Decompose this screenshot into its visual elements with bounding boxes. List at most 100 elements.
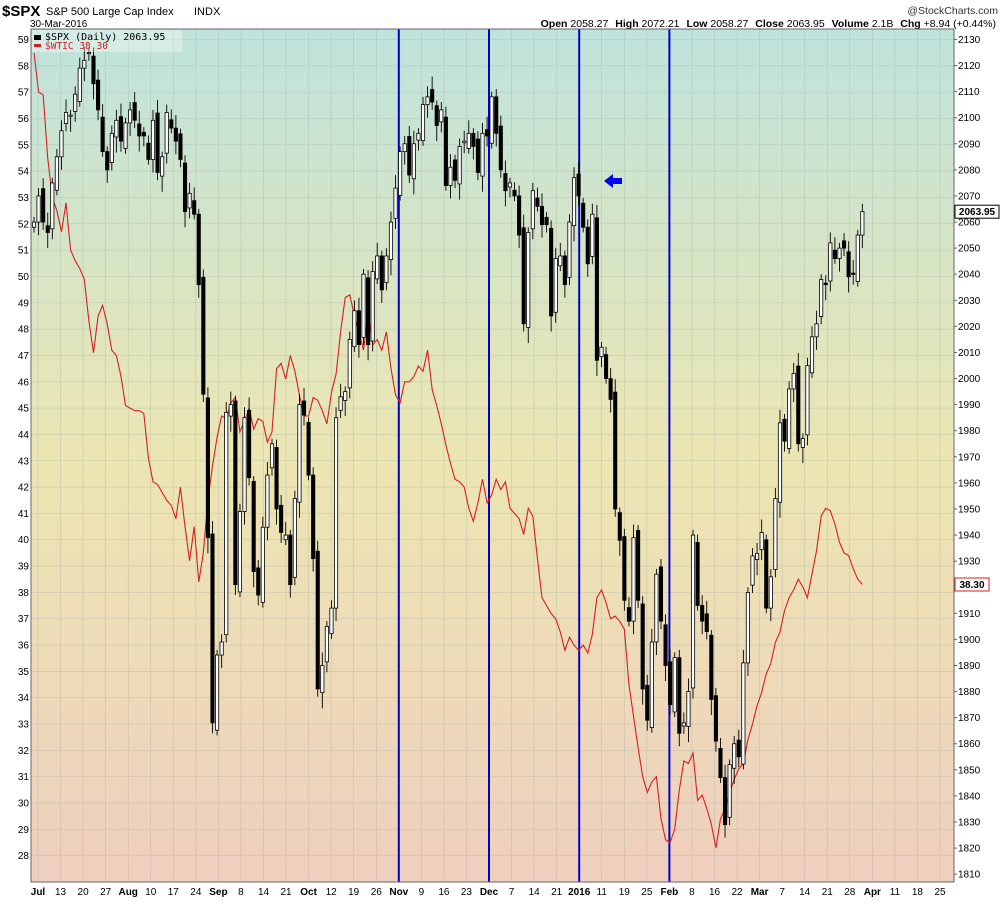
- candle: [768, 568, 773, 622]
- candle: [215, 649, 220, 736]
- candle-body: [700, 605, 705, 622]
- candle: [201, 269, 206, 403]
- right-tick-label: 1840: [958, 791, 981, 802]
- candle: [279, 494, 284, 543]
- volume-value: 2.1B: [872, 18, 894, 30]
- candle: [416, 128, 421, 151]
- candle: [224, 402, 229, 643]
- candle-body: [498, 125, 503, 171]
- candle-body: [68, 114, 73, 117]
- candle-body: [503, 173, 508, 192]
- x-tick-label: 21: [822, 887, 834, 898]
- candle: [846, 241, 851, 293]
- right-tick-label: 1940: [958, 531, 981, 542]
- spx-series: [31, 47, 865, 838]
- candle-body: [123, 122, 128, 149]
- candle-body: [855, 234, 860, 282]
- candle-body: [402, 143, 407, 153]
- candle-body: [512, 189, 517, 197]
- candle-body: [530, 190, 535, 230]
- right-tick-label: 2040: [958, 270, 981, 281]
- candle-body: [398, 151, 403, 196]
- candle-body: [96, 79, 101, 111]
- right-tick-label: 1860: [958, 739, 981, 750]
- candle: [334, 407, 339, 622]
- candle: [68, 109, 73, 132]
- candle-body: [306, 421, 311, 476]
- x-tick-label: Mar: [751, 887, 769, 898]
- candle: [59, 120, 64, 170]
- right-tick-label: 1990: [958, 400, 981, 411]
- candle-body: [828, 242, 833, 282]
- candle-body: [219, 641, 224, 656]
- x-tick-label: 16: [709, 887, 721, 898]
- candle: [636, 525, 641, 609]
- left-tick-label: 51: [18, 246, 30, 257]
- candle-body: [45, 225, 50, 233]
- candle-body: [480, 132, 485, 177]
- x-tick-label: 23: [461, 887, 473, 898]
- left-axis: 28 29 30 31 32 33 34 35 36 37 38 39 40 41 42 43 44 45 46 47…: [18, 35, 30, 862]
- candle: [599, 342, 604, 368]
- candle: [443, 106, 448, 191]
- candle-body: [361, 273, 366, 338]
- candle: [63, 99, 69, 132]
- candle: [581, 198, 586, 233]
- wtic-last-tag: 38.30: [954, 577, 990, 592]
- candle-body: [636, 529, 641, 601]
- candle-body: [320, 665, 325, 694]
- candle-body: [571, 177, 577, 227]
- left-tick-label: 52: [18, 219, 30, 230]
- candle: [796, 352, 801, 452]
- candle: [196, 208, 201, 298]
- candle-body: [118, 116, 124, 142]
- candle: [329, 600, 334, 639]
- candle-body: [594, 217, 599, 361]
- candle-body: [178, 133, 183, 160]
- candle-body: [549, 227, 554, 317]
- candle: [114, 109, 119, 153]
- candle-body: [77, 67, 82, 102]
- candle-body: [187, 192, 192, 209]
- spx-last-value: 2063.95: [959, 207, 996, 218]
- candle-body: [750, 555, 755, 586]
- candle-body: [292, 498, 297, 578]
- candle: [741, 649, 746, 770]
- header-symbol: $SPX: [2, 3, 40, 20]
- candle-body: [160, 156, 165, 177]
- right-tick-label: 2090: [958, 139, 981, 150]
- candle-body: [613, 391, 618, 510]
- candle: [773, 488, 778, 578]
- x-tick-label: Nov: [389, 887, 408, 898]
- left-tick-label: 45: [18, 404, 30, 415]
- candle-body: [787, 388, 792, 449]
- right-tick-label: 2110: [958, 87, 980, 98]
- candle-body: [233, 400, 238, 586]
- candle-body: [777, 422, 783, 503]
- candle-body: [109, 132, 114, 163]
- candle: [283, 522, 288, 545]
- candle: [169, 109, 174, 134]
- candle-body: [370, 271, 375, 342]
- candle-body: [764, 539, 769, 609]
- candle-body: [141, 131, 146, 137]
- candle: [146, 135, 151, 165]
- left-tick-label: 56: [18, 114, 30, 125]
- candle: [137, 110, 142, 152]
- candle-body: [173, 127, 178, 142]
- candle: [269, 438, 275, 476]
- right-tick-label: 1950: [958, 504, 981, 515]
- x-tick-label: 14: [799, 887, 811, 898]
- x-tick-label: 28: [844, 887, 856, 898]
- x-tick-label: 27: [100, 887, 112, 898]
- candle: [837, 242, 842, 272]
- right-tick-label: 1820: [958, 844, 981, 855]
- candle: [448, 154, 453, 199]
- header-exchange: INDX: [194, 6, 221, 18]
- candle: [219, 634, 224, 669]
- left-tick-label: 36: [18, 641, 30, 652]
- right-tick-label: 2000: [958, 374, 981, 385]
- candle-body: [132, 102, 137, 121]
- watermark[interactable]: @StockCharts.com: [907, 5, 998, 17]
- candle: [498, 115, 503, 178]
